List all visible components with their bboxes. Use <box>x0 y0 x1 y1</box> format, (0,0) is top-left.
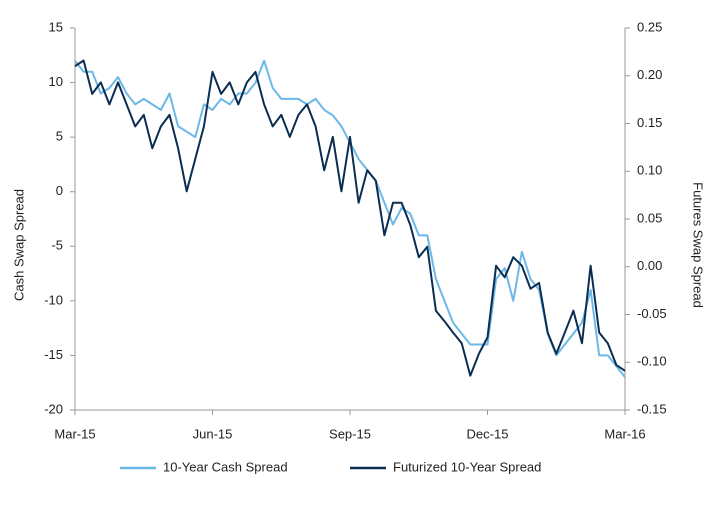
y2-tick-label: 0.20 <box>637 67 662 82</box>
x-tick-label: Mar-16 <box>604 426 645 441</box>
y2-tick-label: 0.10 <box>637 163 662 178</box>
y2-tick-label: -0.15 <box>637 401 667 416</box>
y-tick-label: -10 <box>44 292 63 307</box>
x-tick-label: Jun-15 <box>193 426 233 441</box>
series-line <box>74 59 626 378</box>
y-tick-label: 5 <box>56 129 63 144</box>
x-tick-label: Mar-15 <box>54 426 95 441</box>
legend-label: 10-Year Cash Spread <box>163 459 288 474</box>
y-axis-label: Cash Swap Spread <box>11 189 26 301</box>
y2-axis-label: Futures Swap Spread <box>691 182 706 308</box>
y2-tick-label: -0.10 <box>637 354 667 369</box>
y-tick-label: -15 <box>44 347 63 362</box>
y-tick-label: 0 <box>56 183 63 198</box>
legend-label: Futurized 10-Year Spread <box>393 459 541 474</box>
x-tick-label: Dec-15 <box>467 426 509 441</box>
y-tick-label: -20 <box>44 401 63 416</box>
y2-tick-label: 0.15 <box>637 115 662 130</box>
y2-tick-label: 0.05 <box>637 210 662 225</box>
y-tick-label: 10 <box>49 74 63 89</box>
y2-tick-label: 0.25 <box>637 19 662 34</box>
series-line <box>74 59 626 377</box>
y-tick-label: 15 <box>49 19 63 34</box>
y2-tick-label: 0.00 <box>637 258 662 273</box>
y2-tick-label: -0.05 <box>637 306 667 321</box>
x-tick-label: Sep-15 <box>329 426 371 441</box>
y-tick-label: -5 <box>51 238 63 253</box>
